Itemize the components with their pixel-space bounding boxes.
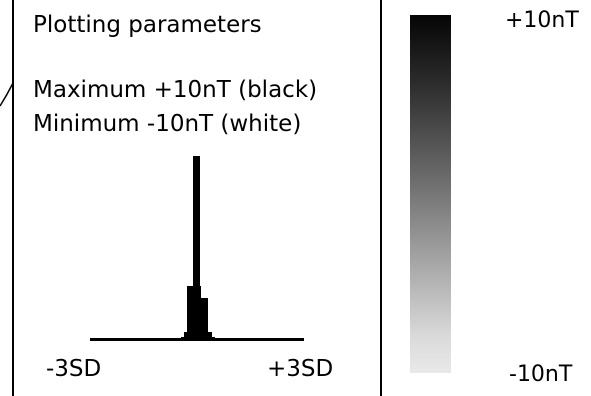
colour-scale-max-label: +10nT — [505, 8, 579, 33]
plotting-parameters-panel — [12, 0, 382, 396]
histogram-left-label: -3SD — [46, 356, 102, 382]
colour-scale-bar — [410, 15, 451, 373]
colour-scale-min-label: -10nT — [509, 362, 573, 387]
histogram-bar — [200, 298, 208, 336]
minimum-setting: Minimum -10nT (white) — [33, 111, 302, 137]
panel-title: Plotting parameters — [33, 12, 262, 38]
histogram-right-label: +3SD — [267, 356, 334, 382]
maximum-setting: Maximum +10nT (black) — [33, 77, 318, 103]
value-histogram — [90, 156, 304, 341]
panel-edge-curve — [0, 82, 14, 107]
histogram-baseline — [90, 338, 304, 341]
histogram-bar — [193, 156, 200, 336]
